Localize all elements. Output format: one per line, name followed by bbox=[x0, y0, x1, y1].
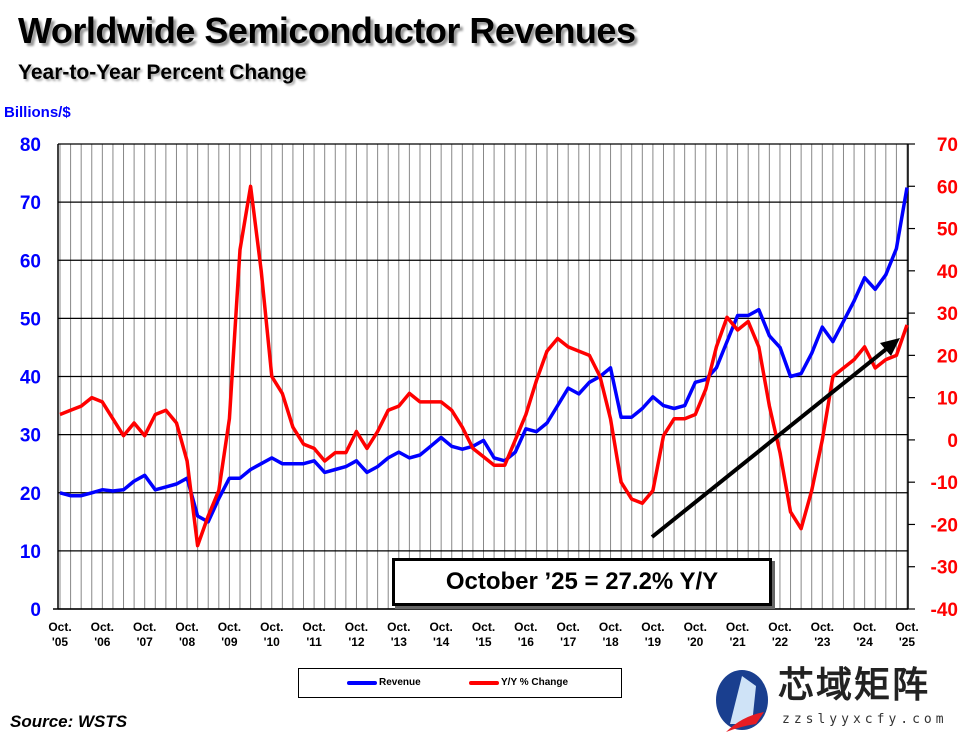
right-tick-label: -30 bbox=[931, 558, 958, 579]
left-tick-label: 10 bbox=[20, 542, 41, 563]
x-tick-label: Oct. bbox=[599, 620, 622, 634]
x-tick-label: '18 bbox=[602, 635, 619, 649]
x-tick-label: '10 bbox=[264, 635, 281, 649]
x-tick-label: '08 bbox=[179, 635, 196, 649]
right-tick-label: 10 bbox=[937, 389, 958, 410]
x-tick-label: '15 bbox=[475, 635, 492, 649]
trend-arrowhead-icon bbox=[880, 338, 900, 356]
x-tick-label: Oct. bbox=[260, 620, 283, 634]
right-tick-label: 30 bbox=[937, 304, 958, 325]
x-tick-label: '07 bbox=[137, 635, 154, 649]
right-tick-label: 40 bbox=[937, 262, 958, 283]
x-tick-label: '16 bbox=[518, 635, 535, 649]
watermark-url: zzslyyxcfy.com bbox=[782, 712, 948, 727]
x-tick-label: Oct. bbox=[218, 620, 241, 634]
left-tick-label: 70 bbox=[20, 193, 41, 214]
right-tick-label: 60 bbox=[937, 177, 958, 198]
x-tick-label: Oct. bbox=[472, 620, 495, 634]
legend-item-revenue: Revenue bbox=[347, 677, 421, 689]
x-tick-label: '12 bbox=[348, 635, 365, 649]
source-note: Source: WSTS bbox=[10, 712, 128, 731]
watermark-logo: 芯域矩阵 zzslyyxcfy.com bbox=[712, 666, 962, 741]
x-tick-label: Oct. bbox=[175, 620, 198, 634]
x-tick-label: Oct. bbox=[345, 620, 368, 634]
legend-item-yoy: Y/Y % Change bbox=[469, 677, 568, 689]
x-tick-label: '22 bbox=[772, 635, 789, 649]
right-tick-label: 70 bbox=[937, 135, 958, 156]
chart-subtitle: Year-to-Year Percent Change bbox=[18, 61, 307, 84]
legend-swatch-revenue bbox=[347, 681, 377, 685]
x-tick-label: '20 bbox=[687, 635, 704, 649]
legend: Revenue Y/Y % Change bbox=[298, 668, 622, 698]
x-tick-label: Oct. bbox=[91, 620, 114, 634]
x-tick-label: Oct. bbox=[429, 620, 452, 634]
left-tick-label: 30 bbox=[20, 426, 41, 447]
x-tick-label: '21 bbox=[729, 635, 746, 649]
x-tick-label: '24 bbox=[857, 635, 874, 649]
left-tick-label: 0 bbox=[30, 600, 41, 621]
left-tick-label: 20 bbox=[20, 484, 41, 505]
left-tick-label: 40 bbox=[20, 368, 41, 389]
left-axis-label: Billions/$ bbox=[4, 104, 71, 121]
x-tick-label: Oct. bbox=[853, 620, 876, 634]
series-line-yoy-change bbox=[59, 184, 909, 548]
x-tick-label: Oct. bbox=[557, 620, 580, 634]
left-tick-label: 60 bbox=[20, 251, 41, 272]
x-tick-label: '17 bbox=[560, 635, 577, 649]
x-tick-label: '05 bbox=[52, 635, 69, 649]
watermark-text: 芯域矩阵 bbox=[778, 665, 931, 706]
x-tick-label: Oct. bbox=[514, 620, 537, 634]
x-tick-label: Oct. bbox=[133, 620, 156, 634]
series-line-revenue bbox=[59, 187, 909, 524]
annotation-box: October ’25 = 27.2% Y/Y bbox=[392, 558, 772, 606]
right-tick-label: -10 bbox=[931, 473, 958, 494]
x-tick-label: Oct. bbox=[726, 620, 749, 634]
x-tick-label: Oct. bbox=[48, 620, 71, 634]
x-tick-label: Oct. bbox=[387, 620, 410, 634]
x-tick-label: '11 bbox=[306, 635, 322, 649]
legend-swatch-yoy bbox=[469, 681, 499, 685]
x-tick-label: '14 bbox=[433, 635, 450, 649]
x-tick-label: Oct. bbox=[302, 620, 325, 634]
legend-label: Y/Y % Change bbox=[501, 677, 569, 688]
x-tick-label: '13 bbox=[391, 635, 408, 649]
x-tick-label: Oct. bbox=[895, 620, 918, 634]
x-tick-label: '06 bbox=[94, 635, 111, 649]
right-tick-label: -20 bbox=[931, 515, 958, 536]
right-tick-label: -40 bbox=[931, 600, 958, 621]
left-tick-label: 80 bbox=[20, 135, 41, 156]
x-tick-label: '23 bbox=[814, 635, 831, 649]
x-tick-label: Oct. bbox=[684, 620, 707, 634]
trend-arrow bbox=[650, 344, 892, 539]
x-tick-label: '25 bbox=[899, 635, 916, 649]
x-tick-label: '09 bbox=[221, 635, 238, 649]
left-tick-label: 50 bbox=[20, 309, 41, 330]
right-tick-label: 0 bbox=[947, 431, 958, 452]
legend-label: Revenue bbox=[379, 677, 421, 688]
right-tick-label: 50 bbox=[937, 220, 958, 241]
x-tick-label: Oct. bbox=[641, 620, 664, 634]
x-tick-label: Oct. bbox=[768, 620, 791, 634]
chart-title: Worldwide Semiconductor Revenues bbox=[18, 10, 636, 51]
building-logo-icon bbox=[716, 670, 768, 732]
x-tick-label: '19 bbox=[645, 635, 662, 649]
right-tick-label: 20 bbox=[937, 346, 958, 367]
x-tick-label: Oct. bbox=[811, 620, 834, 634]
